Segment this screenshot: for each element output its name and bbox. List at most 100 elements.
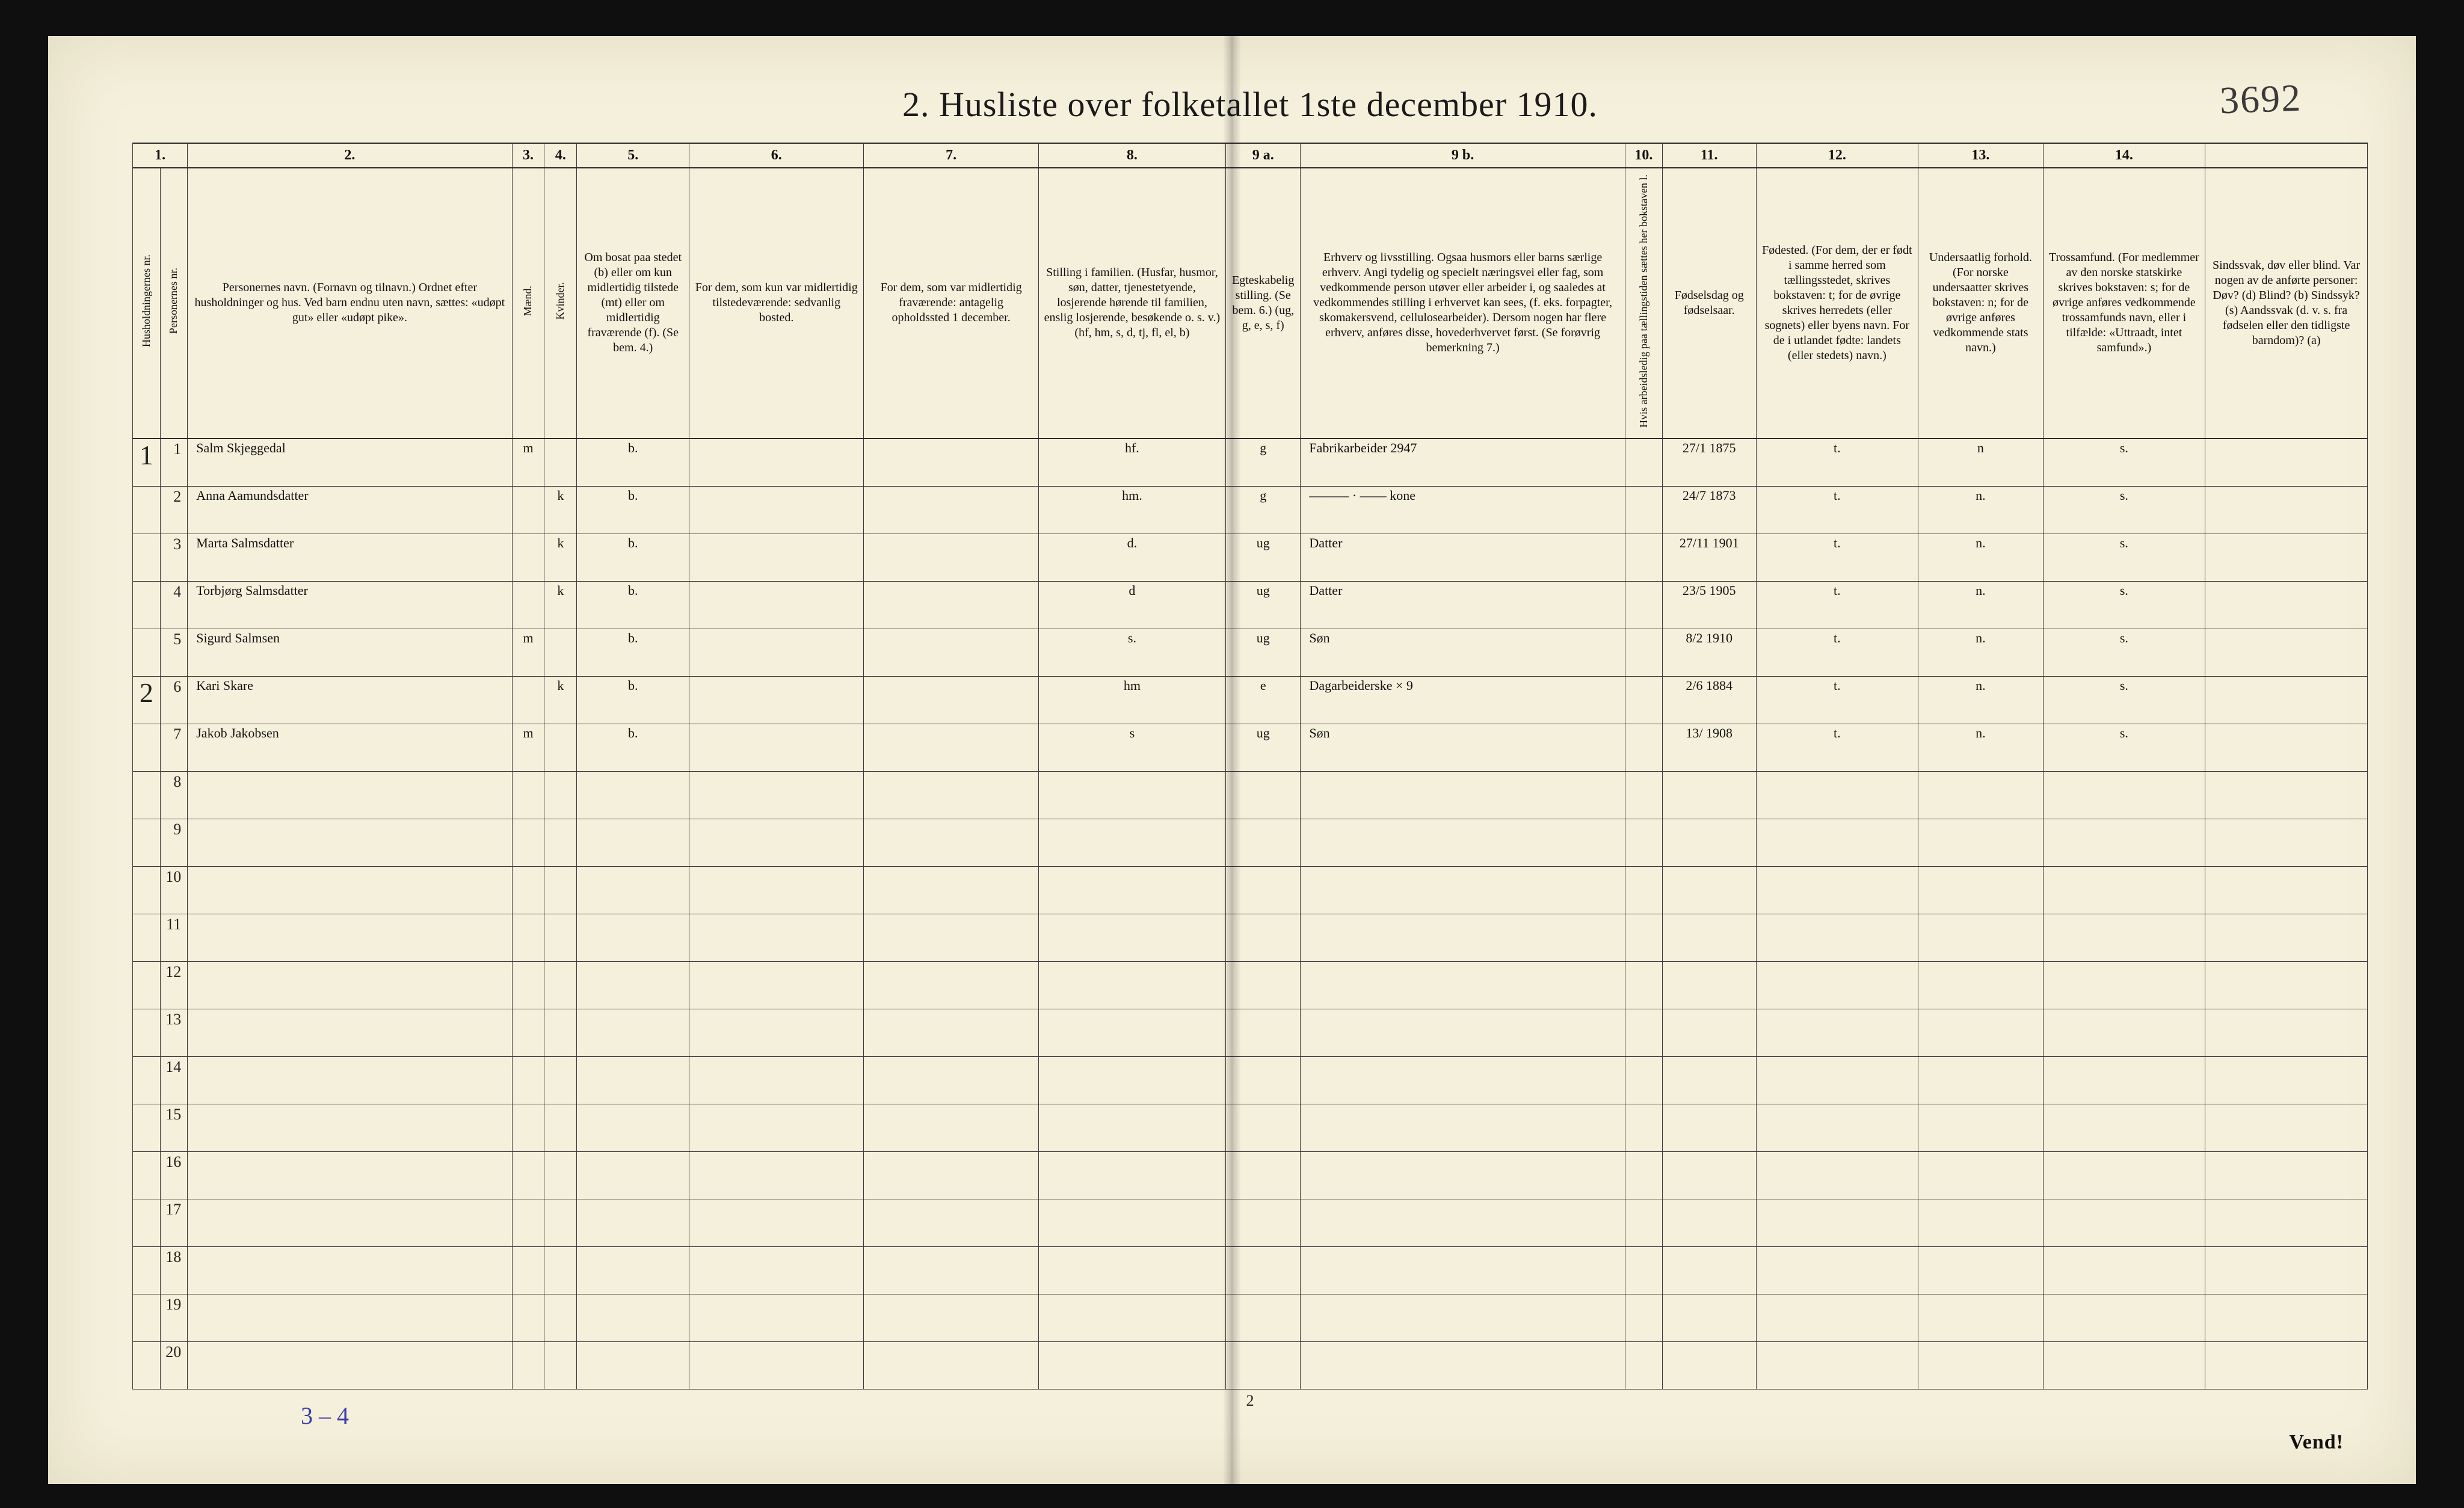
colnum-5: 6. (689, 143, 864, 168)
cell-empty (1625, 1009, 1662, 1056)
cell-empty (1301, 819, 1625, 866)
cell-empty (1625, 819, 1662, 866)
page-title: 2. Husliste over folketallet 1ste decemb… (902, 85, 1598, 124)
cell-empty (512, 1341, 544, 1389)
cell-midl-frav (864, 581, 1038, 629)
cell-fodested: t. (1756, 676, 1918, 724)
cell-empty (188, 771, 512, 819)
cell-empty (1662, 1199, 1756, 1246)
table-row: 2Anna Aamundsdatterkb.hm.g——— · —— kone2… (133, 486, 2368, 534)
cell-fodsel: 13/ 1908 (1662, 724, 1756, 771)
cell-empty (1918, 1341, 2043, 1389)
cell-empty (2205, 1151, 2368, 1199)
cell-person-nr: 18 (160, 1246, 188, 1294)
cell-sindssvak (2205, 676, 2368, 724)
cell-empty (864, 914, 1038, 961)
cell-empty (1756, 819, 1918, 866)
cell-bosat: b. (577, 581, 689, 629)
cell-empty (1918, 819, 2043, 866)
cell-empty (1301, 1294, 1625, 1341)
cell-empty (689, 1341, 864, 1389)
cell-empty (1038, 914, 1225, 961)
cell-empty (2205, 1246, 2368, 1294)
cell-trossamfund: s. (2043, 581, 2205, 629)
cell-empty (1918, 914, 2043, 961)
bottom-page-number: 2 (132, 1392, 2368, 1410)
cell-household-nr (133, 771, 161, 819)
cell-empty (1756, 1199, 1918, 1246)
cell-empty (2043, 1294, 2205, 1341)
table-row: 5Sigurd Salmsenmb.s.ugSøn8/2 1910t.n.s. (133, 629, 2368, 676)
cell-person-nr: 12 (160, 961, 188, 1009)
cell-empty (2043, 1246, 2205, 1294)
cell-empty (2043, 1151, 2205, 1199)
cell-empty (512, 1104, 544, 1151)
cell-household-nr (133, 581, 161, 629)
cell-empty (544, 1104, 577, 1151)
cell-empty (577, 1199, 689, 1246)
column-number-row: 1. 2. 3. 4. 5. 6. 7. 8. 9 a. 9 b. 10. 11… (133, 143, 2368, 168)
cell-empty (1301, 866, 1625, 914)
cell-empty (1662, 866, 1756, 914)
cell-empty (1301, 1246, 1625, 1294)
cell-stilling-fam: d (1038, 581, 1225, 629)
cell-empty (2205, 1199, 2368, 1246)
colnum-3a: 3. (512, 143, 544, 168)
cell-undersaat: n. (1918, 629, 2043, 676)
cell-fodsel: 23/5 1905 (1662, 581, 1756, 629)
cell-empty (1756, 914, 1918, 961)
cell-empty (2043, 1199, 2205, 1246)
cell-empty (1038, 1294, 1225, 1341)
cell-empty (2043, 1056, 2205, 1104)
cell-empty (1301, 771, 1625, 819)
cell-empty (188, 1009, 512, 1056)
cell-sex-m (512, 486, 544, 534)
cell-empty (2043, 1104, 2205, 1151)
hdr-midl-frav: For dem, som var midlertidig fraværende:… (864, 168, 1038, 439)
hdr-erhverv: Erhverv og livsstilling. Ogsaa husmors e… (1301, 168, 1625, 439)
table-row: 3Marta Salmsdatterkb.d.ugDatter27/11 190… (133, 534, 2368, 581)
cell-empty (1756, 961, 1918, 1009)
cell-sex-k (544, 724, 577, 771)
cell-empty (689, 1199, 864, 1246)
cell-midl-frav (864, 724, 1038, 771)
cell-empty (1918, 1199, 2043, 1246)
cell-midl-tilstede (689, 439, 864, 487)
cell-empty (1301, 1341, 1625, 1389)
cell-empty (1662, 1104, 1756, 1151)
cell-household-nr (133, 534, 161, 581)
cell-sex-m: m (512, 439, 544, 487)
cell-trossamfund: s. (2043, 676, 2205, 724)
table-row: 14 (133, 1056, 2368, 1104)
cell-midl-frav (864, 439, 1038, 487)
cell-empty (1662, 771, 1756, 819)
cell-erhverv: Søn (1301, 629, 1625, 676)
cell-empty (512, 1151, 544, 1199)
table-row: 11 (133, 914, 2368, 961)
cell-name: Jakob Jakobsen (188, 724, 512, 771)
cell-empty (2043, 914, 2205, 961)
cell-empty (1918, 961, 2043, 1009)
cell-empty (1225, 1294, 1300, 1341)
cell-erhverv: Datter (1301, 581, 1625, 629)
cell-empty (1038, 1341, 1225, 1389)
cell-empty (864, 1151, 1038, 1199)
cell-sex-m: m (512, 629, 544, 676)
cell-empty (1038, 1151, 1225, 1199)
cell-empty (188, 1294, 512, 1341)
cell-empty (577, 1294, 689, 1341)
cell-sex-k: k (544, 676, 577, 724)
cell-sindssvak (2205, 629, 2368, 676)
table-row: 18 (133, 1246, 2368, 1294)
cell-empty (512, 1199, 544, 1246)
cell-person-nr: 5 (160, 629, 188, 676)
cell-empty (689, 819, 864, 866)
cell-empty (1301, 1009, 1625, 1056)
colnum-2: 2. (188, 143, 512, 168)
cell-empty (1225, 1341, 1300, 1389)
cell-empty (544, 1151, 577, 1199)
cell-empty (544, 1056, 577, 1104)
cell-household-nr (133, 1009, 161, 1056)
hdr-9b: Hvis arbeidsledig paa tællingstiden sætt… (1625, 168, 1662, 439)
cell-household-nr (133, 486, 161, 534)
